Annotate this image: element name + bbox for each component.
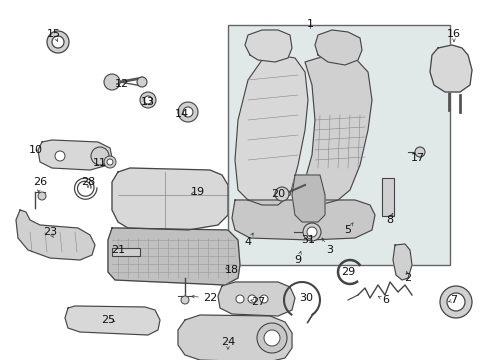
Text: 13: 13	[141, 97, 155, 107]
Text: 4: 4	[244, 237, 251, 247]
Polygon shape	[297, 55, 371, 205]
Circle shape	[446, 293, 464, 311]
Circle shape	[247, 295, 256, 303]
Text: 25: 25	[101, 315, 115, 325]
Circle shape	[257, 323, 286, 353]
Text: 7: 7	[449, 295, 457, 305]
Text: 26: 26	[33, 177, 47, 187]
Text: 30: 30	[298, 293, 312, 303]
Polygon shape	[231, 200, 374, 240]
Circle shape	[178, 102, 198, 122]
Circle shape	[55, 151, 65, 161]
Circle shape	[140, 92, 156, 108]
Circle shape	[104, 156, 116, 168]
Text: 23: 23	[43, 227, 57, 237]
Bar	[112, 248, 140, 256]
Circle shape	[303, 223, 320, 241]
Circle shape	[264, 330, 280, 346]
Polygon shape	[392, 244, 411, 280]
Polygon shape	[108, 228, 240, 285]
Text: 22: 22	[203, 293, 217, 303]
Circle shape	[137, 77, 147, 87]
Circle shape	[104, 74, 120, 90]
Polygon shape	[244, 30, 291, 62]
Circle shape	[181, 296, 189, 304]
Circle shape	[91, 147, 109, 165]
Polygon shape	[16, 210, 95, 260]
Text: 14: 14	[175, 109, 189, 119]
Text: 12: 12	[115, 79, 129, 89]
Text: 19: 19	[190, 187, 204, 197]
Circle shape	[107, 159, 113, 165]
Text: 27: 27	[250, 297, 264, 307]
Polygon shape	[38, 140, 112, 170]
Polygon shape	[314, 30, 361, 65]
Text: 29: 29	[340, 267, 354, 277]
Text: 9: 9	[294, 255, 301, 265]
Text: 24: 24	[221, 337, 235, 347]
Polygon shape	[65, 306, 160, 335]
Polygon shape	[112, 168, 227, 230]
Text: 3: 3	[326, 245, 333, 255]
Text: 21: 21	[111, 245, 125, 255]
Circle shape	[47, 31, 69, 53]
Circle shape	[260, 295, 267, 303]
Circle shape	[439, 286, 471, 318]
Text: 18: 18	[224, 265, 239, 275]
Text: 5: 5	[344, 225, 351, 235]
Circle shape	[38, 192, 46, 200]
Text: 8: 8	[386, 215, 393, 225]
Polygon shape	[178, 315, 291, 360]
Text: 6: 6	[382, 295, 389, 305]
Circle shape	[414, 147, 424, 157]
Polygon shape	[291, 175, 325, 222]
Circle shape	[306, 227, 316, 237]
Bar	[381, 178, 393, 216]
Circle shape	[52, 36, 64, 48]
Text: 2: 2	[404, 273, 411, 283]
Circle shape	[143, 96, 152, 104]
Text: 17: 17	[410, 153, 424, 163]
Circle shape	[183, 107, 193, 117]
Circle shape	[274, 187, 288, 201]
Text: 28: 28	[81, 177, 95, 187]
Text: 15: 15	[47, 29, 61, 39]
Text: 16: 16	[446, 29, 460, 39]
Bar	[227, 25, 449, 265]
Text: 1: 1	[306, 19, 313, 29]
Polygon shape	[235, 55, 307, 205]
Polygon shape	[218, 282, 294, 316]
Polygon shape	[429, 45, 471, 92]
Circle shape	[236, 295, 244, 303]
Text: 10: 10	[29, 145, 43, 155]
Text: 31: 31	[301, 235, 314, 245]
Text: 20: 20	[270, 189, 285, 199]
Text: 11: 11	[93, 158, 107, 168]
